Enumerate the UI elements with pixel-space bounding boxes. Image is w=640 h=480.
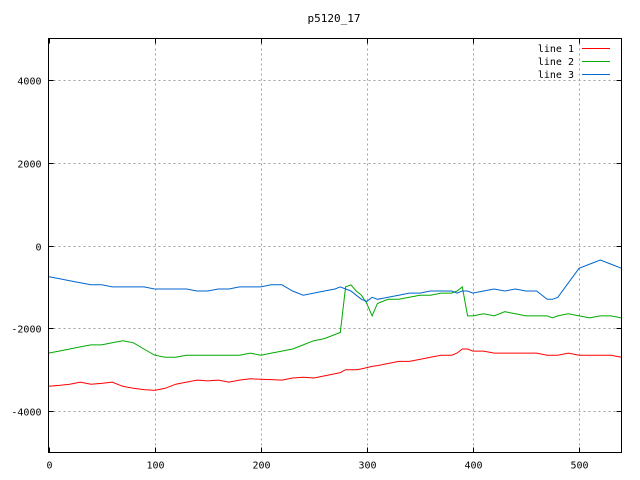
legend-label: line 1 <box>538 44 574 55</box>
x-tick-label: 300 <box>358 461 376 472</box>
axes: 0 100 200 300 400 500 -4000 -2000 0 2000 4000 <box>11 38 622 472</box>
y-tick-label: 0 <box>35 243 41 254</box>
y-tick-label: -2000 <box>11 325 41 336</box>
series-line-2 <box>48 284 622 358</box>
x-tick-label: 400 <box>464 461 482 472</box>
plot-frame <box>48 38 622 453</box>
x-tick-label: 0 <box>46 461 52 472</box>
x-tick-label: 500 <box>570 461 588 472</box>
grid <box>48 38 622 453</box>
y-tick-label: 4000 <box>17 77 41 88</box>
x-tick-label: 200 <box>252 461 270 472</box>
chart-title: p5120_17 <box>308 12 361 25</box>
x-tick-label: 100 <box>146 461 164 472</box>
y-tick-label: -4000 <box>11 408 41 419</box>
y-tick-label: 2000 <box>17 160 41 171</box>
legend-label: line 3 <box>538 70 574 81</box>
series-line-1 <box>48 348 622 391</box>
series-group <box>48 259 622 391</box>
legend-label: line 2 <box>538 57 574 68</box>
series-line-3 <box>48 259 622 302</box>
legend: line 1 line 2 line 3 <box>538 44 610 81</box>
